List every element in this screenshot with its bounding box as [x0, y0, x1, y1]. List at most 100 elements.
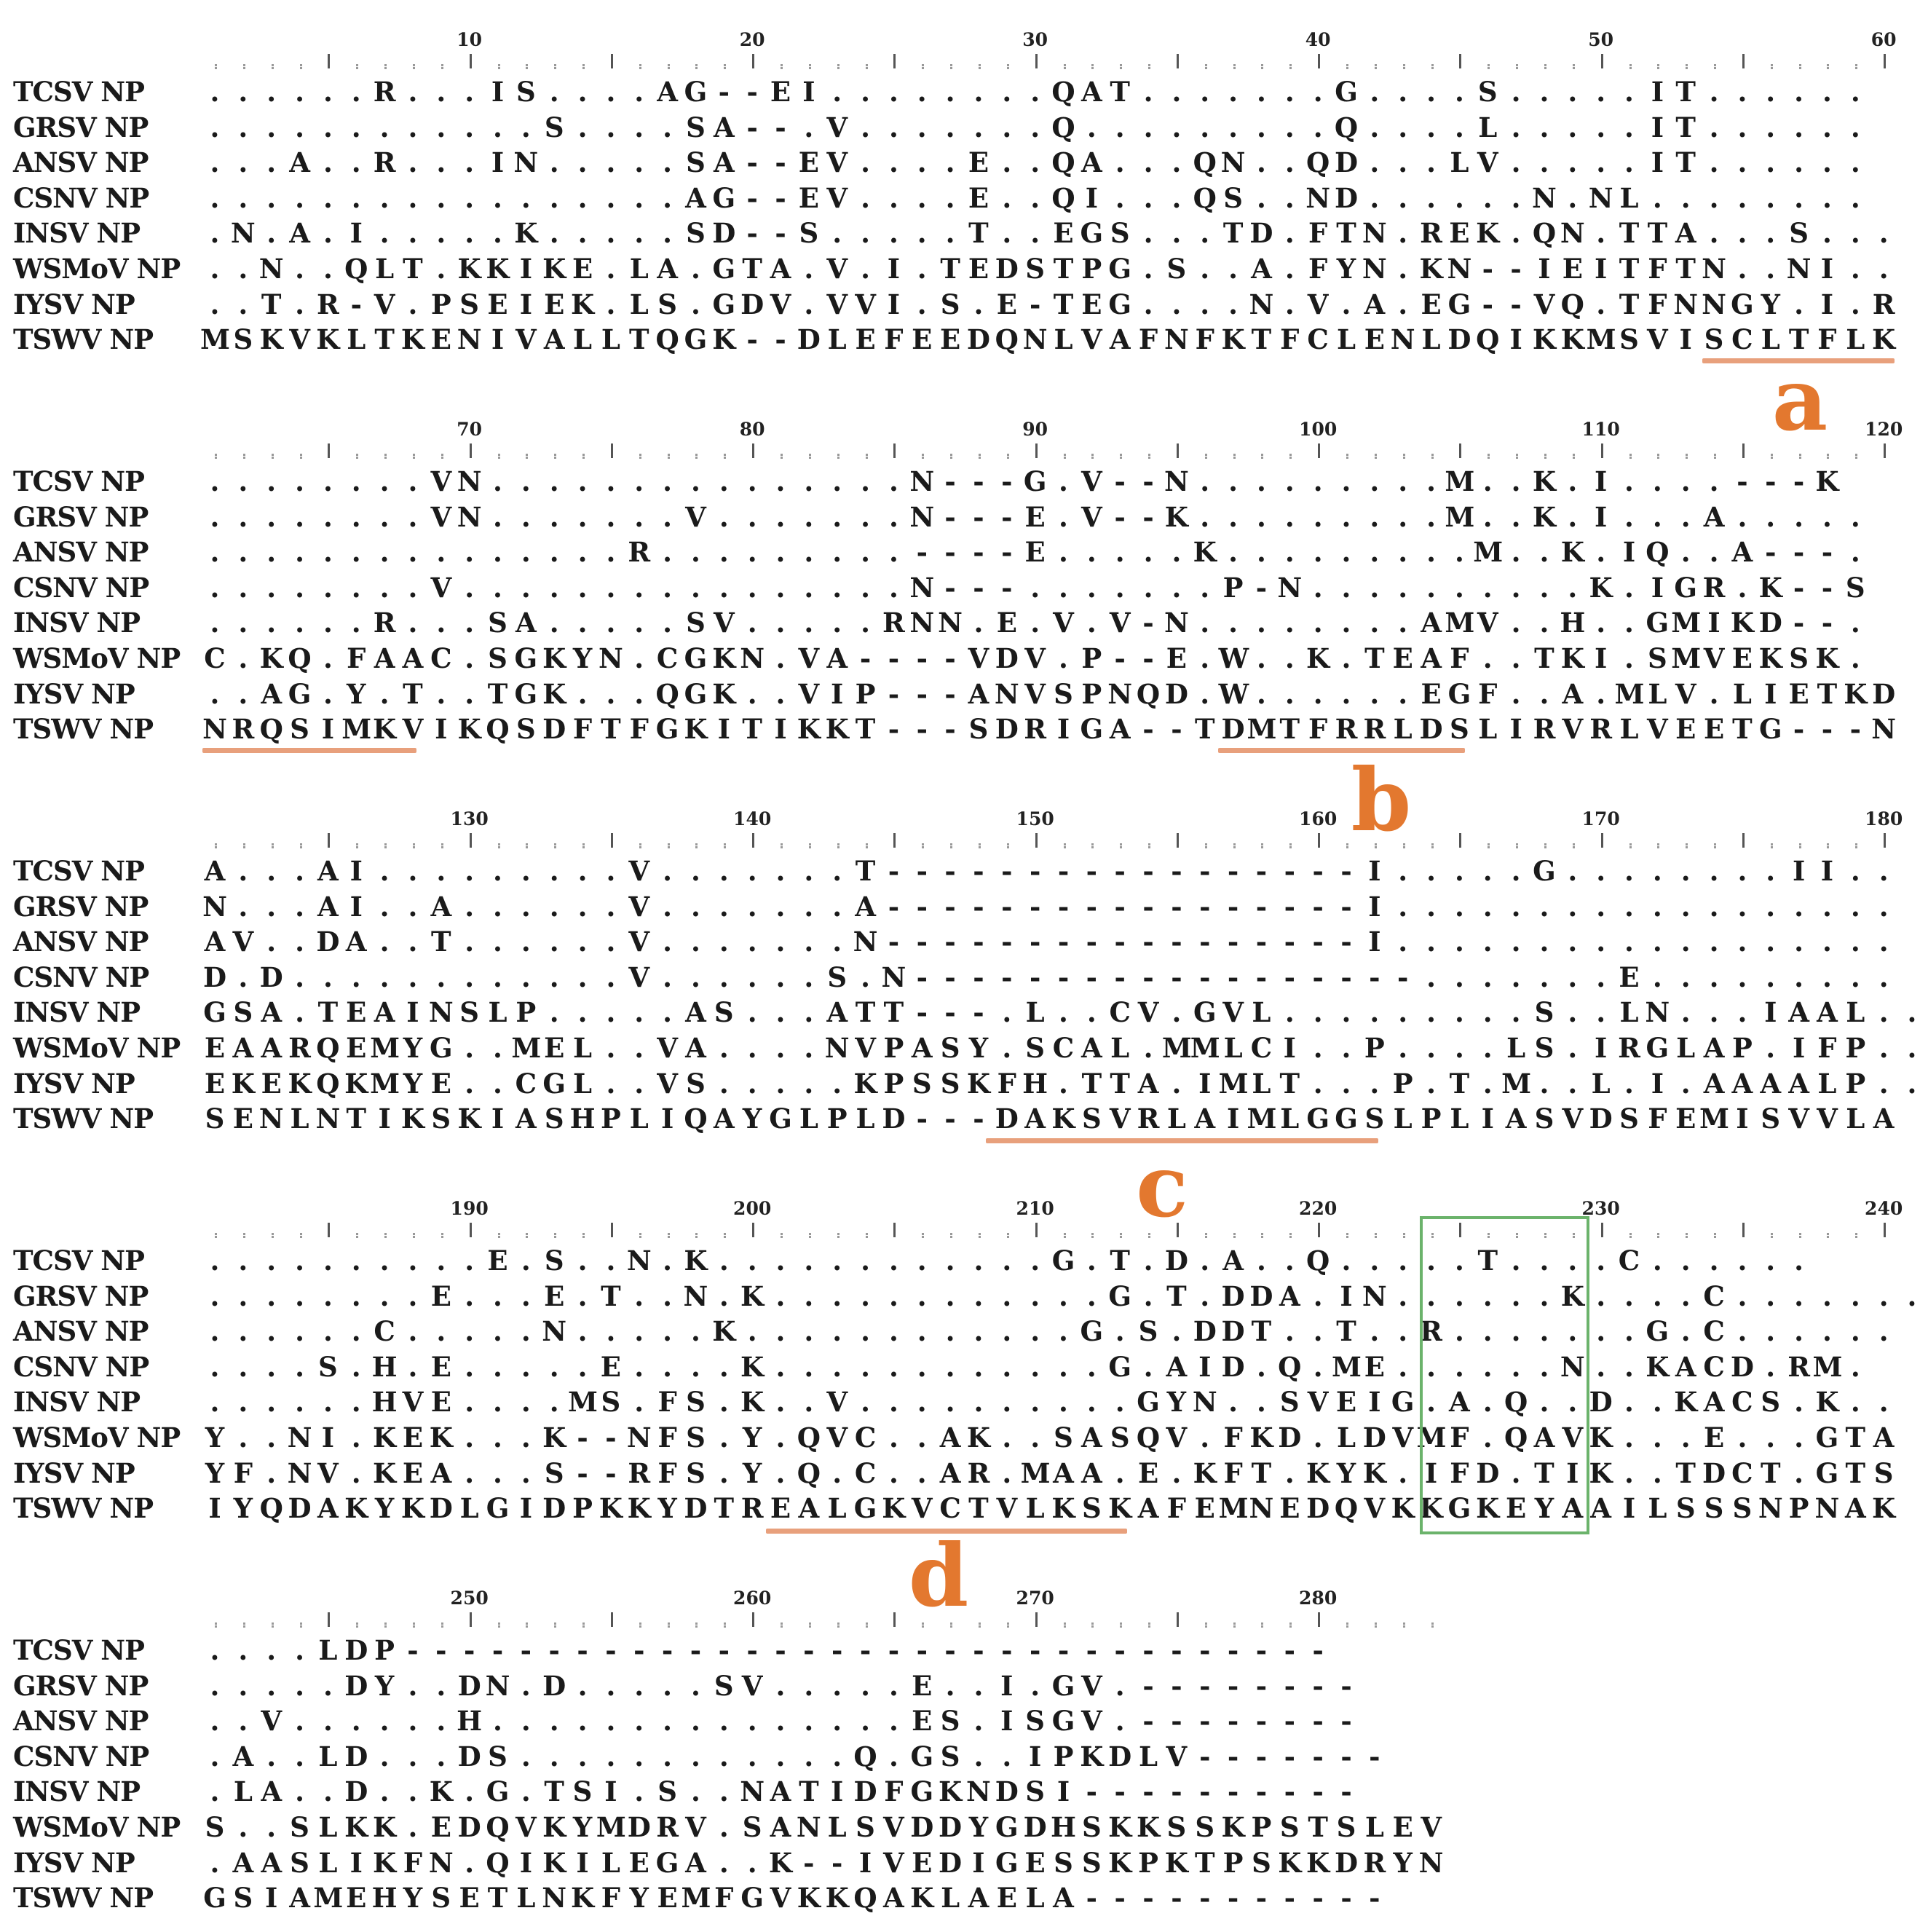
- ruler-tick: [271, 454, 274, 457]
- identity-dot: .: [266, 76, 277, 108]
- residue: L: [601, 1846, 620, 1879]
- residue: A: [1194, 1103, 1216, 1135]
- residue: G: [910, 1740, 934, 1773]
- residue: F: [1280, 323, 1300, 356]
- identity-dot: .: [379, 500, 390, 533]
- residue: S: [1025, 1705, 1045, 1738]
- residue: E: [346, 1882, 367, 1915]
- identity-dot: .: [1059, 996, 1068, 1029]
- residue: L: [318, 1846, 338, 1879]
- identity-dot: .: [549, 926, 559, 958]
- identity-dot: .: [1002, 217, 1012, 250]
- ruler-tick: [1855, 843, 1858, 846]
- residue: I: [491, 146, 505, 179]
- residue: F: [403, 1846, 423, 1879]
- residue: N: [457, 500, 482, 533]
- residue: C: [854, 1456, 877, 1489]
- residue: V: [1166, 1740, 1188, 1773]
- identity-dot: .: [1596, 76, 1606, 108]
- identity-dot: .: [719, 1386, 729, 1419]
- residue: T: [1251, 323, 1272, 356]
- ruler-tick: [1318, 443, 1321, 458]
- residue: N: [1164, 607, 1189, 639]
- identity-dot: .: [775, 1456, 786, 1489]
- gap-dash: -: [1001, 465, 1013, 497]
- identity-dot: .: [1228, 253, 1238, 285]
- gap-dash: -: [661, 1634, 673, 1666]
- identity-dot: .: [1822, 1280, 1832, 1312]
- identity-dot: .: [1511, 1245, 1521, 1277]
- residue: M: [370, 1032, 400, 1064]
- residue: S: [1054, 1846, 1073, 1879]
- gap-dash: -: [1821, 536, 1833, 569]
- residue: A: [657, 253, 678, 285]
- identity-dot: .: [1737, 996, 1747, 1029]
- residue: I: [1651, 1067, 1664, 1100]
- identity-dot: .: [1454, 76, 1464, 108]
- identity-dot: .: [1511, 1315, 1521, 1348]
- residue: V: [826, 1422, 848, 1454]
- ruler-tick: [1148, 843, 1151, 846]
- identity-dot: .: [1596, 1280, 1606, 1312]
- identity-dot: .: [1652, 181, 1662, 214]
- residue: L: [1478, 111, 1498, 143]
- residue: K: [1051, 1103, 1075, 1135]
- ruler-tick: [1714, 64, 1717, 67]
- identity-dot: .: [747, 571, 757, 604]
- residue: G: [684, 323, 708, 356]
- identity-dot: .: [606, 253, 616, 285]
- residue: Q: [1504, 1422, 1528, 1454]
- identity-dot: .: [1370, 571, 1380, 604]
- ruler-tick: [1855, 454, 1858, 457]
- identity-dot: .: [521, 500, 531, 533]
- residue: K: [1532, 465, 1557, 497]
- residue: F: [1648, 288, 1667, 320]
- ruler-number: 190: [450, 1198, 489, 1219]
- identity-dot: .: [1313, 607, 1323, 639]
- identity-dot: .: [634, 677, 644, 710]
- identity-dot: .: [521, 1456, 531, 1489]
- gap-dash: -: [831, 1846, 843, 1879]
- residue: A: [685, 1032, 706, 1064]
- residue: N: [1560, 217, 1585, 250]
- identity-dot: .: [210, 253, 220, 285]
- gap-dash: -: [1284, 961, 1295, 993]
- sequence-label: ANSV NP: [13, 926, 149, 958]
- residue: R: [373, 607, 396, 639]
- identity-dot: .: [1539, 1315, 1549, 1348]
- ruler-tick: [1120, 1233, 1123, 1236]
- identity-dot: .: [1200, 1280, 1210, 1312]
- identity-dot: .: [1426, 1032, 1436, 1064]
- ruler-tick: [667, 64, 670, 67]
- identity-dot: .: [1737, 890, 1747, 923]
- identity-dot: .: [1086, 571, 1097, 604]
- identity-dot: .: [690, 890, 700, 923]
- residue: V: [1788, 1103, 1809, 1135]
- identity-dot: .: [323, 1315, 333, 1348]
- identity-dot: .: [1002, 1422, 1012, 1454]
- residue: D: [1221, 1315, 1245, 1348]
- gap-dash: -: [520, 1634, 532, 1666]
- sequence-label: IYSV NP: [13, 288, 135, 320]
- residue: K: [570, 288, 595, 320]
- identity-dot: .: [408, 855, 418, 887]
- motif-d-underline: [766, 1529, 1127, 1534]
- gap-dash: -: [1057, 890, 1070, 923]
- identity-dot: .: [1709, 465, 1719, 497]
- residue: R: [1589, 713, 1613, 746]
- gap-dash: -: [973, 926, 984, 958]
- ruler-tick: [1516, 64, 1519, 67]
- residue: E: [1392, 1811, 1413, 1843]
- gap-dash: -: [1255, 855, 1268, 887]
- residue: S: [799, 217, 819, 250]
- ruler-tick: [1120, 64, 1123, 67]
- identity-dot: .: [1652, 926, 1662, 958]
- identity-dot: .: [1680, 996, 1691, 1029]
- ruler-tick: [215, 1233, 217, 1236]
- residue: K: [1306, 642, 1330, 674]
- identity-dot: .: [323, 1386, 333, 1419]
- identity-dot: .: [1794, 1386, 1804, 1419]
- identity-dot: .: [1370, 76, 1380, 108]
- residue: P: [1788, 1492, 1809, 1525]
- identity-dot: .: [1709, 1245, 1719, 1277]
